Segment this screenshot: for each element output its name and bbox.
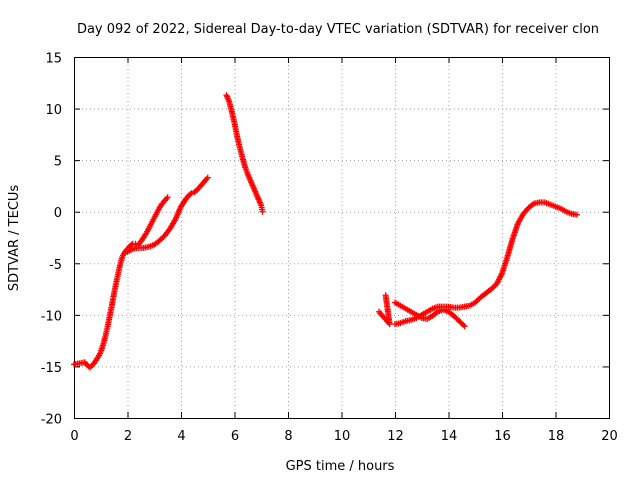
y-tick-label: -20 [41,413,62,428]
y-tick-label: -10 [41,309,62,324]
y-tick-label: 15 [45,52,62,67]
data-point [461,323,468,330]
data-point-dense [187,191,194,198]
data-point [382,292,389,299]
x-tick-label: 20 [601,429,618,444]
x-tick-label: 14 [441,429,458,444]
data-point-dense [128,241,135,248]
x-tick-label: 16 [494,429,511,444]
x-tick-label: 10 [334,429,351,444]
data-point [188,190,195,197]
x-tick-label: 6 [231,429,239,444]
x-tick-label: 2 [124,429,132,444]
data-point [164,194,171,201]
data-point-dense [529,201,536,208]
y-tick-label: 10 [45,103,62,118]
y-tick-label: -15 [41,361,62,376]
x-tick-label: 18 [548,429,565,444]
data-point-dense [433,309,440,316]
grid-layer [74,57,609,418]
tick-layer: 0 2 4 6 8 10 12 14 16 18 20 -20 -15 -10 -5 0 5 10 15 [41,52,618,445]
x-tick-label: 12 [387,429,404,444]
x-tick-label: 8 [284,429,292,444]
data-point [259,208,266,215]
data-point [204,174,211,181]
point-layer [71,92,580,371]
y-tick-label: 0 [54,206,62,221]
y-tick-label: -5 [49,258,62,273]
x-tick-label: 4 [177,429,185,444]
y-tick-label: 5 [54,155,62,170]
y-axis-label: SDTVAR / TECUs [7,185,22,292]
data-point-dense [460,321,467,328]
chart-title: Day 092 of 2022, Sidereal Day-to-day VTE… [77,22,599,37]
data-point [573,211,580,218]
x-tick-label: 0 [70,429,78,444]
x-axis-label: GPS time / hours [286,459,395,474]
